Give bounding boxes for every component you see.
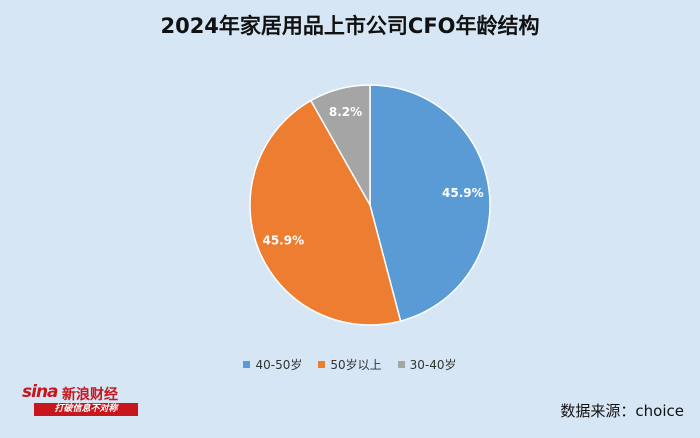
chart-title: 2024年家居用品上市公司CFO年龄结构 xyxy=(160,14,540,38)
chart-legend: 40-50岁 50岁以上 30-40岁 xyxy=(0,356,700,373)
pie-slice-2 xyxy=(309,84,371,208)
pie-data-label-1: 45.9% xyxy=(262,233,304,247)
pie-data-label-2: 8.2% xyxy=(329,105,362,119)
legend-item-40-50: 40-50岁 xyxy=(243,356,302,373)
legend-label-50-plus: 50岁以上 xyxy=(330,358,382,372)
legend-label-30-40: 30-40岁 xyxy=(409,358,457,372)
logo-brand: sina xyxy=(22,382,59,402)
pie-data-label-0: 45.9% xyxy=(442,186,484,200)
legend-label-40-50: 40-50岁 xyxy=(255,358,303,372)
legend-swatch-50-plus xyxy=(318,361,326,368)
legend-swatch-40-50 xyxy=(243,361,251,368)
pie-slice-1 xyxy=(249,99,402,326)
pie-slice-0 xyxy=(369,84,491,322)
legend-item-50-plus: 50岁以上 xyxy=(318,356,382,373)
logo-name: 新浪财经 xyxy=(62,387,118,403)
data-source: 数据来源：choice xyxy=(560,402,684,420)
sina-finance-logo: sina 新浪财经 打破信息不对称 xyxy=(22,382,142,418)
legend-item-30-40: 30-40岁 xyxy=(397,356,457,373)
legend-swatch-30-40 xyxy=(397,361,405,368)
logo-slogan: 打破信息不对称 xyxy=(34,403,138,416)
